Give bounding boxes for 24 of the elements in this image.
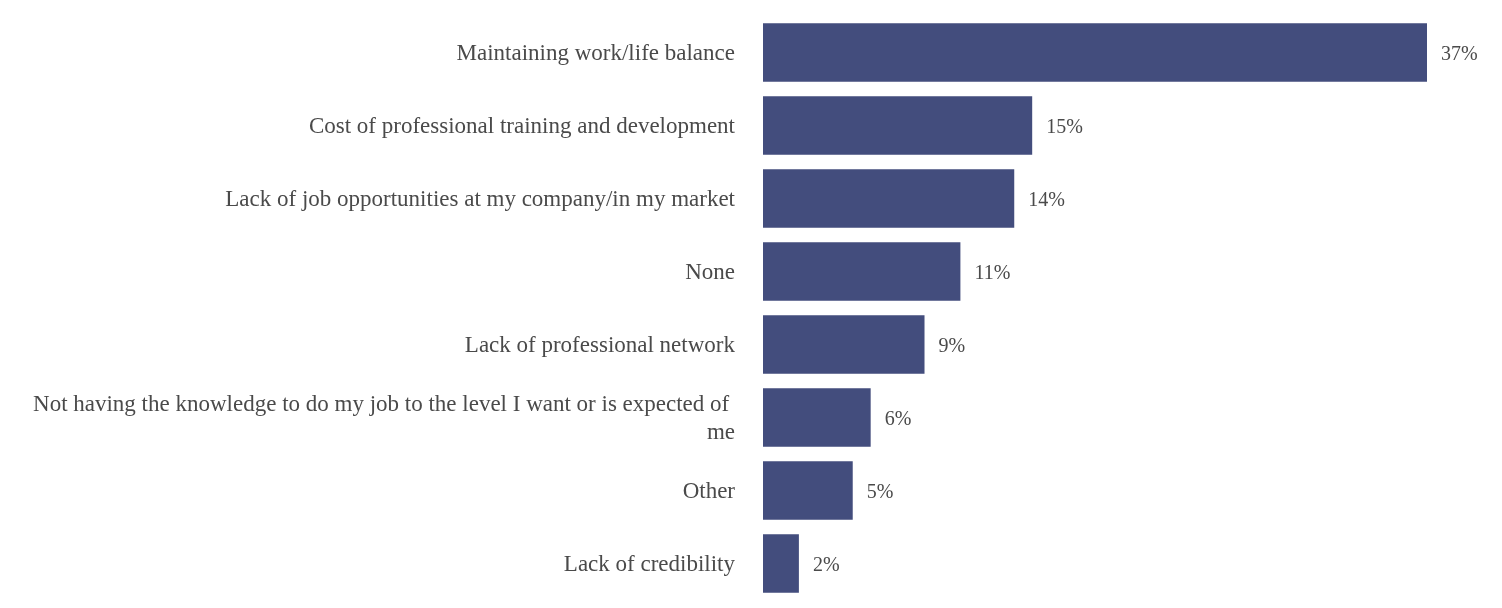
data-label: 5% xyxy=(866,479,894,502)
bar xyxy=(763,315,925,374)
data-label: 37% xyxy=(1441,41,1478,64)
data-label: 14% xyxy=(1028,187,1065,210)
bar xyxy=(763,388,871,447)
bar xyxy=(763,169,1015,228)
bar xyxy=(763,96,1033,155)
data-label: 11% xyxy=(974,260,1011,283)
bar xyxy=(763,242,961,301)
y-tick-label: Lack of credibility xyxy=(563,551,736,576)
y-tick-label: Maintaining work/life balance xyxy=(456,40,735,65)
bar xyxy=(763,534,799,593)
y-tick-label: Not having the knowledge to do my job to the level I want or is expected of me xyxy=(33,391,735,444)
y-tick-label: Other xyxy=(682,478,736,503)
y-tick-label: Lack of professional network xyxy=(464,332,736,357)
y-tick-label: Cost of professional training and development xyxy=(308,113,736,138)
y-tick-label: None xyxy=(685,259,735,284)
data-label: 9% xyxy=(938,333,966,356)
data-label: 2% xyxy=(812,552,840,575)
bar xyxy=(763,23,1427,82)
y-tick-label: Lack of job opportunities at my company/in my market xyxy=(225,186,736,211)
data-label: 15% xyxy=(1046,114,1083,137)
bar xyxy=(763,461,853,520)
data-label: 6% xyxy=(884,406,912,429)
